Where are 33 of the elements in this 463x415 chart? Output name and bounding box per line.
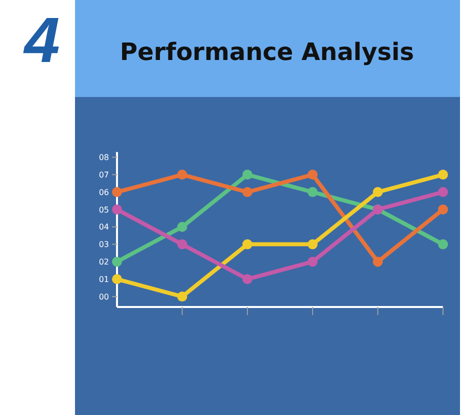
point <box>308 170 318 180</box>
point <box>438 204 448 214</box>
y-tick-label: 02 <box>98 258 109 267</box>
point <box>438 239 448 250</box>
point <box>308 239 318 250</box>
y-tick-label: 07 <box>98 170 109 180</box>
point <box>308 256 318 267</box>
point <box>112 204 122 214</box>
point <box>242 239 252 250</box>
point <box>177 292 188 302</box>
y-tick-label: 03 <box>98 240 109 250</box>
text: 4 <box>22 4 60 76</box>
point <box>372 256 383 267</box>
y-tick-label: 04 <box>98 222 109 232</box>
y-tick-label: 01 <box>98 274 109 284</box>
y-tick-label: 00 <box>98 292 109 302</box>
point <box>438 187 448 198</box>
point <box>177 170 188 180</box>
point <box>242 274 252 284</box>
y-tick-label: 05 <box>98 205 109 214</box>
point <box>372 187 383 198</box>
point <box>242 187 252 198</box>
point <box>438 170 448 180</box>
point <box>308 187 318 198</box>
chart-title: Performance Analysis <box>120 38 414 66</box>
point <box>242 170 252 180</box>
point <box>112 256 122 267</box>
y-tick-label: 08 <box>98 153 109 162</box>
point <box>112 187 122 198</box>
point <box>177 239 188 250</box>
y-tick-label: 06 <box>98 188 109 197</box>
point <box>177 222 188 232</box>
point <box>112 274 122 284</box>
